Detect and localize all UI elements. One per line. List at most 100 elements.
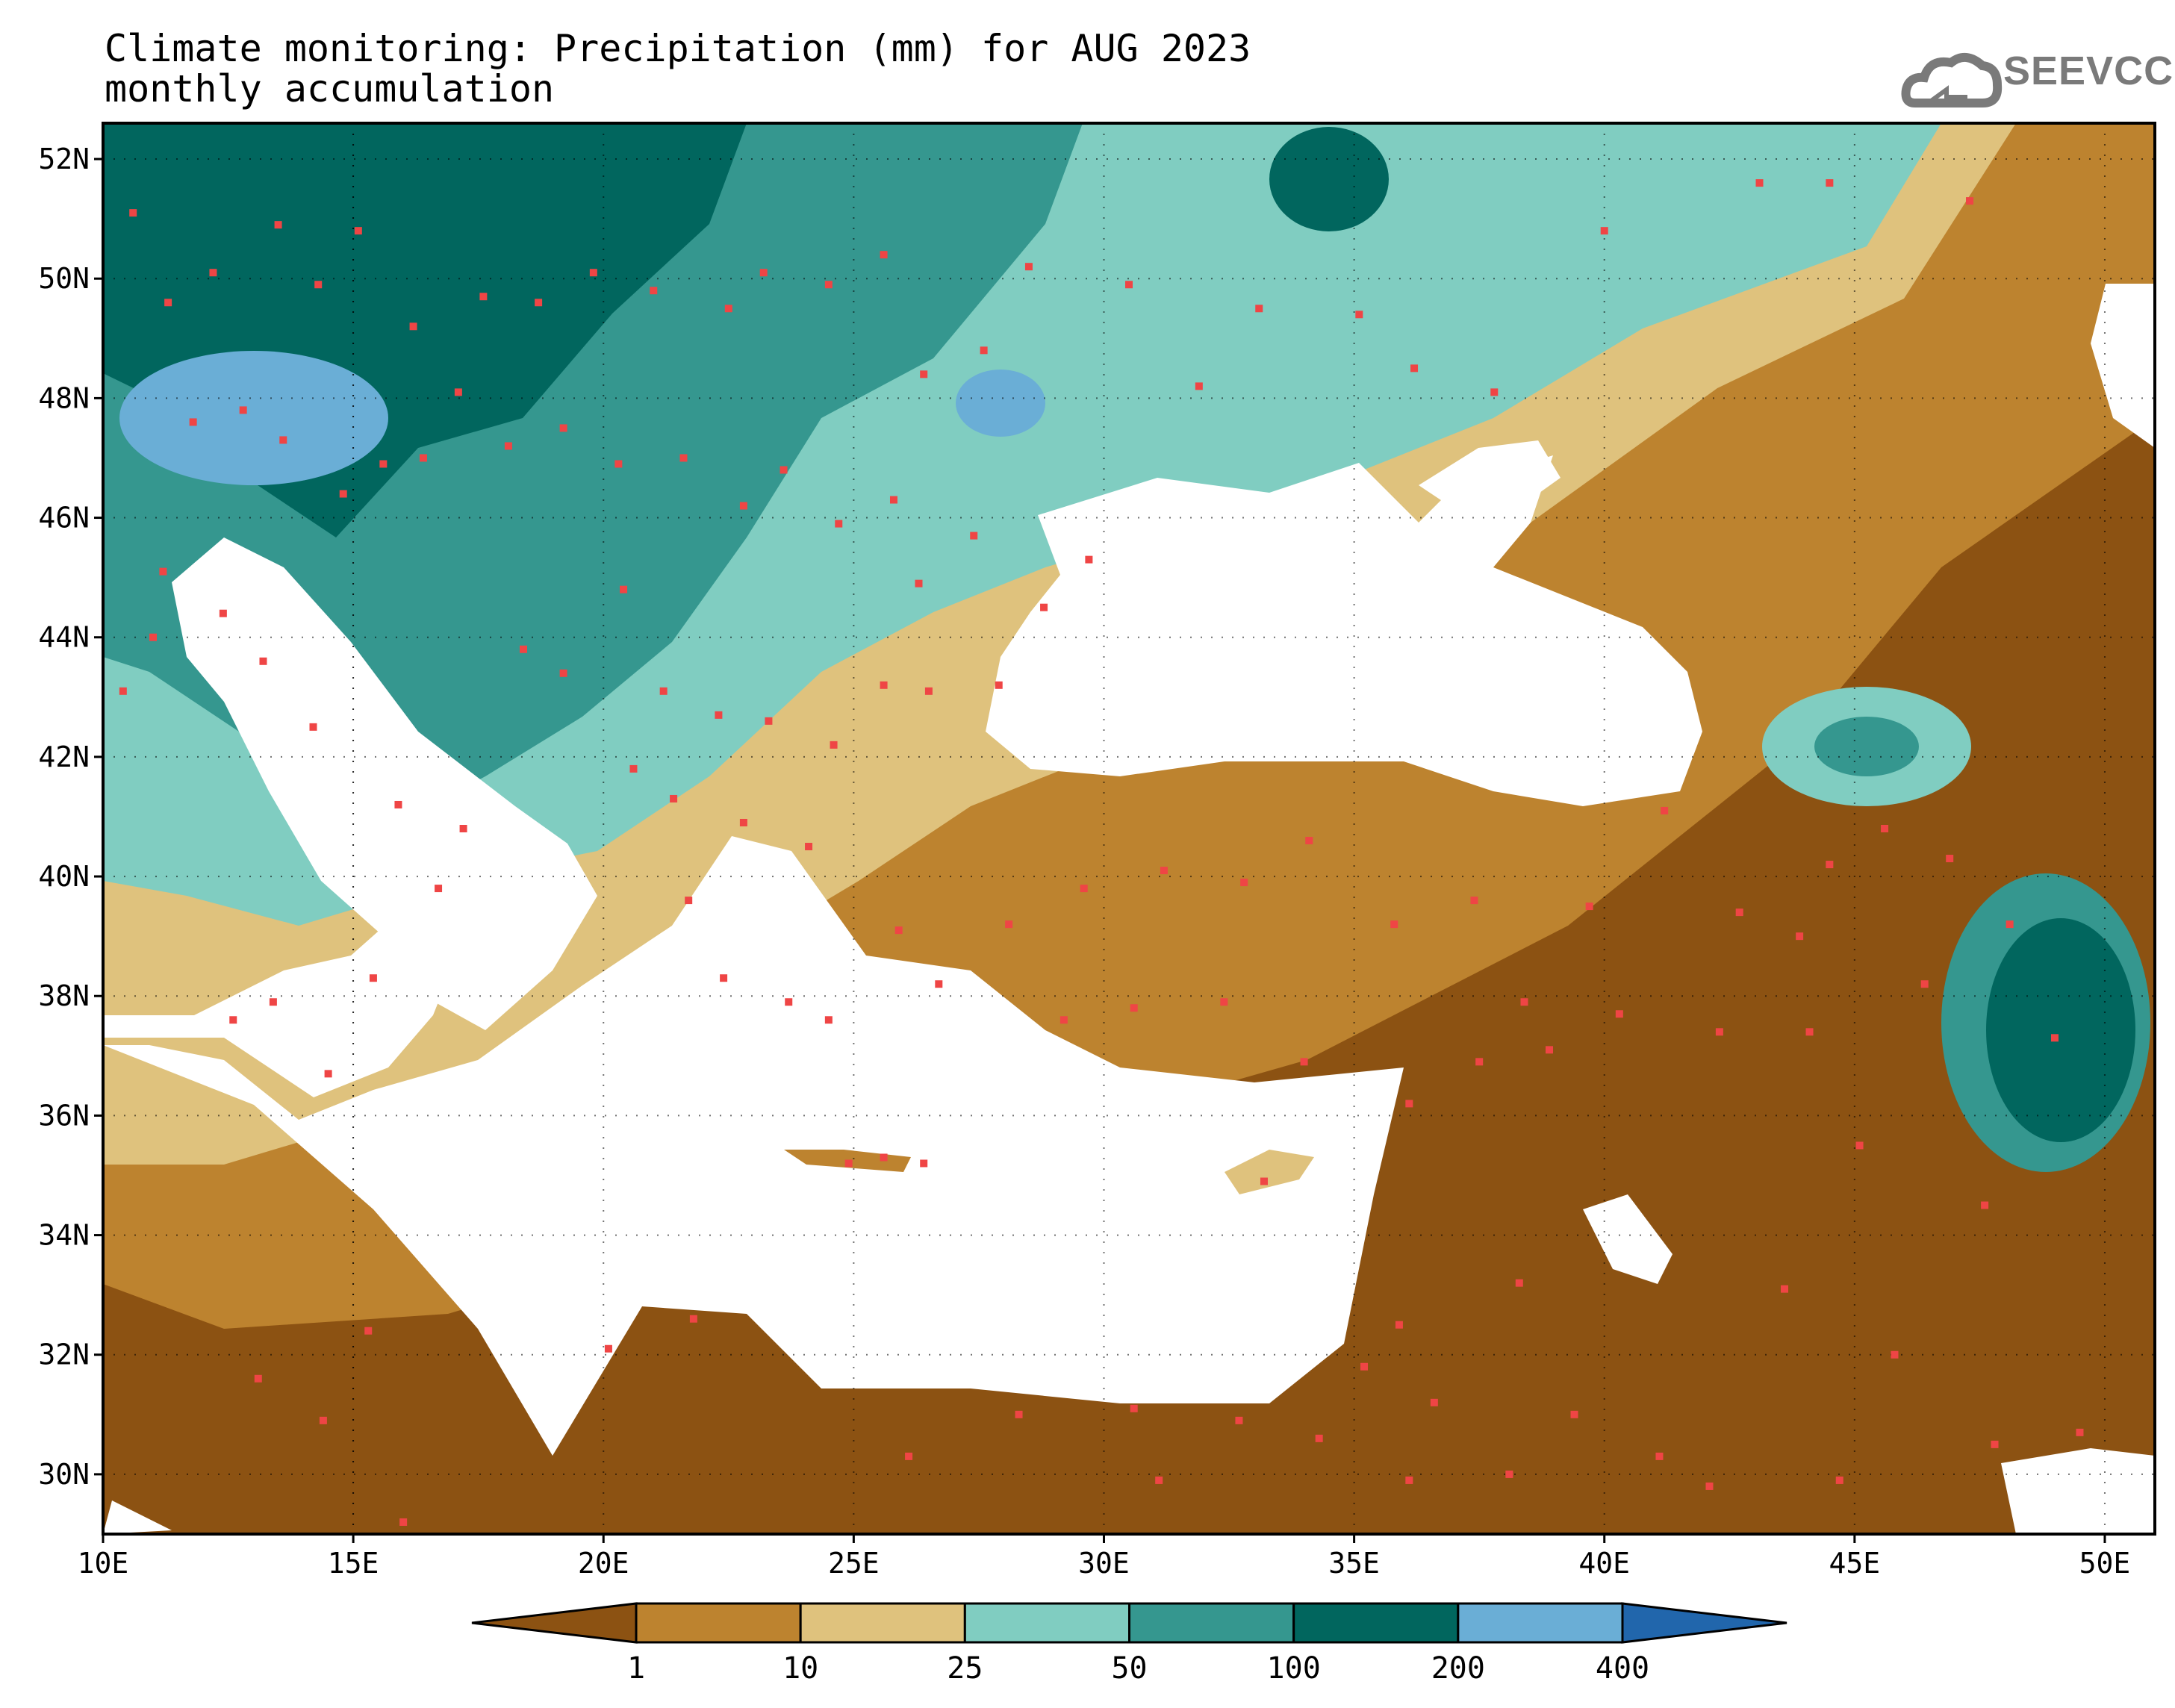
station-marker [354, 227, 362, 235]
station-marker [274, 221, 282, 229]
station-marker [650, 287, 658, 295]
station-marker [1805, 1028, 1814, 1036]
station-marker [924, 687, 933, 695]
station-marker [1796, 932, 1804, 941]
precip-200-400-patch [956, 370, 1045, 437]
station-marker [995, 681, 1003, 689]
station-marker [119, 687, 127, 695]
tyrrhenian-sea [103, 896, 463, 1097]
station-marker [1966, 197, 1974, 205]
y-axis: 30N 32N 34N 36N 38N 40N 42N 44N 46N 48N 50N 52N [38, 143, 103, 1491]
station-marker [559, 669, 567, 677]
station-marker [894, 926, 903, 935]
station-marker [889, 496, 897, 504]
station-marker [189, 418, 197, 426]
station-marker [1195, 382, 1203, 390]
station-marker [824, 1016, 833, 1024]
colorbar-extend-high [1621, 1602, 1787, 1644]
station-marker [1981, 1201, 1989, 1209]
colorbar-segment [1457, 1602, 1624, 1644]
colorbar-label: 10 [782, 1651, 818, 1686]
station-marker [1430, 1398, 1438, 1406]
station-markers [119, 179, 2084, 1526]
station-marker [164, 299, 172, 307]
station-marker [1826, 861, 1834, 869]
station-marker [1515, 1279, 1523, 1287]
station-marker [670, 794, 678, 802]
colorbar-extend-low [471, 1602, 638, 1644]
station-marker [620, 585, 628, 593]
station-marker [239, 406, 247, 414]
station-marker [379, 460, 388, 468]
station-marker [980, 346, 988, 355]
station-marker [419, 454, 427, 462]
y-tick-label: 44N [38, 621, 90, 654]
station-marker [1300, 1058, 1308, 1066]
station-marker [614, 460, 623, 468]
mediterranean-sea [103, 836, 1404, 1456]
station-marker [1395, 1321, 1403, 1329]
station-marker [739, 502, 747, 510]
colorbar-label: 400 [1596, 1651, 1649, 1686]
station-marker [435, 885, 443, 893]
y-tick-label: 50N [38, 262, 90, 295]
station-marker [1405, 1476, 1413, 1484]
station-marker [1615, 1010, 1623, 1018]
map-plot-area [103, 123, 2155, 1534]
precip-200-400 [119, 351, 388, 485]
station-marker [1655, 1452, 1664, 1460]
station-marker [339, 490, 347, 498]
station-marker [1360, 1362, 1369, 1371]
x-tick-label: 50E [2079, 1547, 2131, 1580]
station-marker [1005, 920, 1013, 929]
x-tick-label: 25E [828, 1547, 880, 1580]
x-tick-label: 30E [1078, 1547, 1130, 1580]
x-tick-label: 35E [1328, 1547, 1380, 1580]
x-tick-label: 15E [328, 1547, 379, 1580]
station-marker [1715, 1028, 1723, 1036]
station-marker [1920, 980, 1929, 988]
station-marker [324, 1070, 332, 1078]
station-marker [880, 251, 888, 259]
y-tick-label: 32N [38, 1338, 90, 1371]
station-marker [1855, 1141, 1864, 1150]
station-marker [2050, 1034, 2059, 1042]
station-marker [314, 281, 323, 289]
station-marker [830, 741, 838, 749]
ukraine-wet-core [1269, 127, 1389, 231]
station-marker [1024, 263, 1033, 271]
colorbar-segment [1128, 1602, 1295, 1644]
station-marker [520, 645, 528, 653]
x-tick-label: 40E [1578, 1547, 1630, 1580]
station-marker [504, 442, 512, 450]
colorbar-label: 25 [947, 1651, 983, 1686]
station-marker [559, 424, 567, 432]
persian-gulf [2001, 1448, 2155, 1534]
station-marker [279, 436, 287, 444]
station-marker [364, 1327, 373, 1335]
station-marker [629, 764, 638, 773]
grid-lines [103, 123, 2155, 1534]
station-marker [1060, 1016, 1068, 1024]
y-tick-label: 42N [38, 741, 90, 773]
station-marker [1991, 1440, 1999, 1448]
station-marker [1080, 885, 1088, 893]
map-frame [102, 122, 2156, 1536]
colorbar-segment [963, 1602, 1131, 1644]
station-marker [1235, 1416, 1243, 1424]
station-marker [1570, 1410, 1578, 1418]
station-marker [1125, 281, 1133, 289]
colorbar-segment [1292, 1602, 1460, 1644]
station-marker [319, 1416, 327, 1424]
station-marker [679, 454, 688, 462]
station-marker [1390, 920, 1398, 929]
y-tick-label: 30N [38, 1458, 90, 1491]
station-marker [459, 825, 467, 832]
station-marker [880, 681, 888, 689]
station-marker [659, 687, 668, 695]
station-marker [835, 520, 843, 528]
station-marker [1490, 388, 1499, 396]
azov-sea [1419, 440, 1561, 515]
station-marker [1835, 1476, 1843, 1484]
